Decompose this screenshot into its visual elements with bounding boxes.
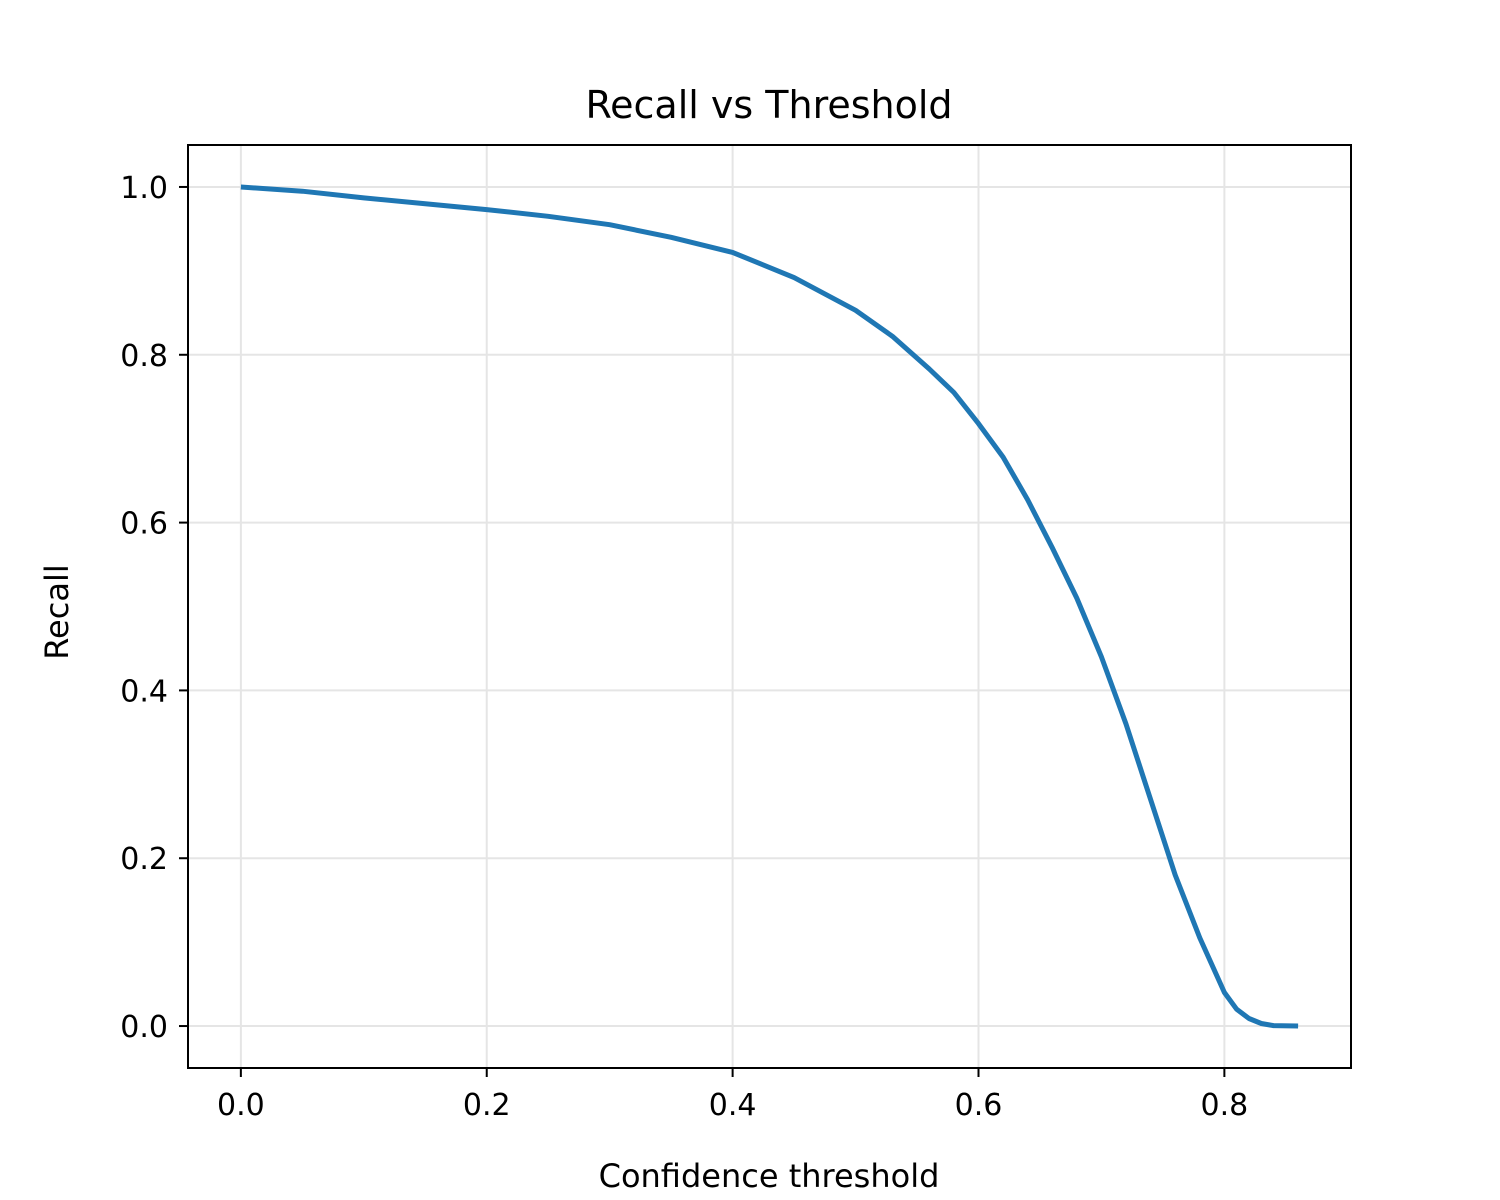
y-tick-label: 0.2 [120,842,168,877]
x-tick-label: 0.2 [463,1088,511,1123]
axes-frame [187,144,1352,1069]
recall-line [240,184,1299,1029]
y-tick-label: 0.6 [120,507,168,542]
y-tick-label: 0.4 [120,674,168,709]
x-axis: 0.0 0.2 0.4 0.6 0.8 [217,1068,1248,1123]
chart-title: Recall vs Threshold [585,83,952,127]
grid-lines [188,145,1351,1068]
x-axis-title: Confidence threshold [599,1157,940,1195]
x-tick-label: 0.8 [1201,1088,1249,1123]
x-tick-label: 0.0 [217,1088,265,1123]
y-tick-label: 0.0 [120,1010,168,1045]
x-tick-label: 0.4 [709,1088,757,1123]
plot-area [240,184,1299,1029]
y-tick-label: 1.0 [120,171,168,206]
y-axis-title: Recall [38,564,76,659]
y-tick-label: 0.8 [120,339,168,374]
x-tick-label: 0.6 [955,1088,1003,1123]
y-axis: 0.0 0.2 0.4 0.6 0.8 1.0 [120,171,188,1045]
